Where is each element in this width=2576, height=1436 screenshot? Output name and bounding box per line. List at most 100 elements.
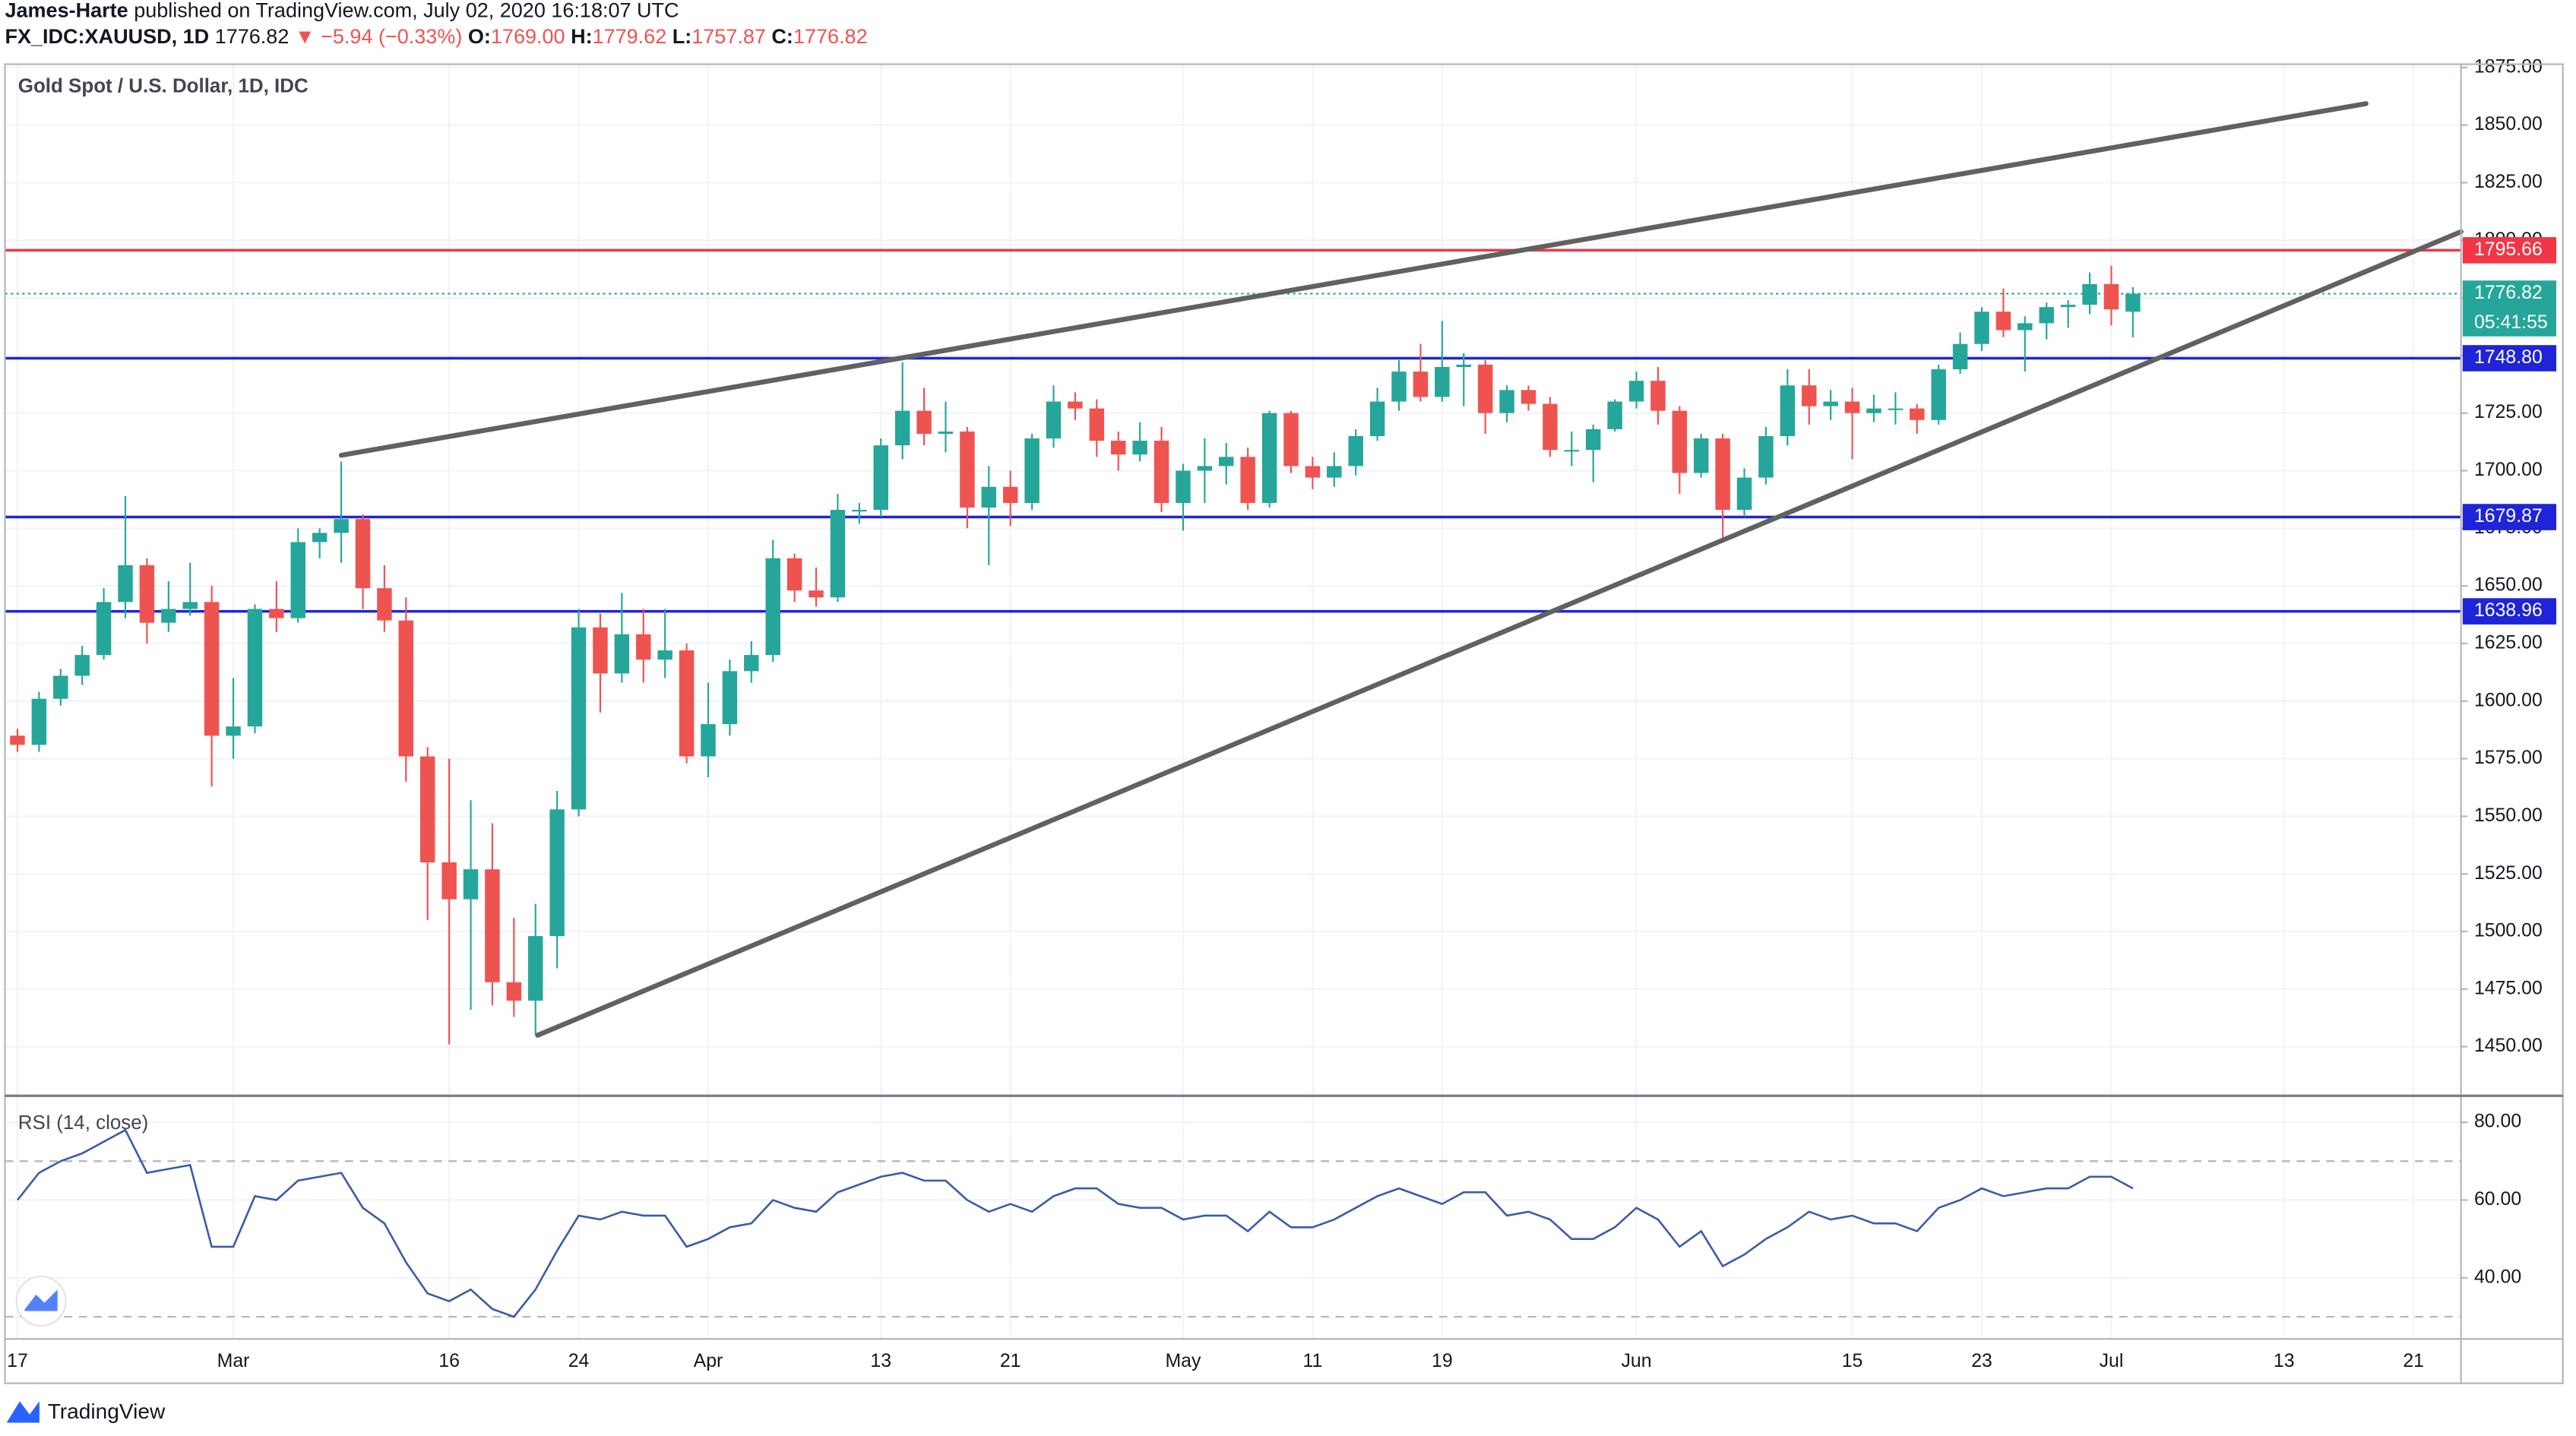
candle-body	[485, 869, 500, 982]
rsi-line	[16, 1128, 2134, 1318]
candle-body	[1154, 441, 1169, 503]
ohlc-label: O:	[468, 25, 491, 48]
x-tick-label: 15	[1842, 1350, 1863, 1371]
candle-body	[528, 936, 543, 1001]
candle-body	[593, 627, 608, 674]
candle-body	[1240, 457, 1255, 503]
candle-body	[247, 609, 263, 727]
y-tick-label: 1700.00	[2474, 459, 2543, 480]
y-tick-label: 1450.00	[2474, 1035, 2543, 1056]
symbol: FX_IDC:XAUUSD, 1D	[5, 25, 209, 48]
candle-body	[1650, 381, 1666, 411]
candle-body	[2125, 293, 2141, 312]
candle-body	[1046, 401, 1062, 439]
ohlc-label: L:	[672, 25, 691, 48]
candle-body	[269, 609, 284, 618]
candle-body	[53, 675, 68, 699]
candle-body	[204, 602, 220, 736]
candle-body	[31, 698, 47, 745]
candle-body	[1995, 312, 2011, 331]
ohlc-label: C:	[771, 25, 793, 48]
candle-body	[809, 590, 824, 598]
candle-body	[1564, 450, 1580, 452]
candle-body	[1176, 470, 1191, 503]
candle-body	[312, 533, 328, 542]
candle-body	[182, 602, 198, 609]
candle-body	[1477, 364, 1493, 413]
candle-body	[1693, 438, 1709, 473]
x-tick-label: Apr	[694, 1350, 723, 1371]
candle-body	[1456, 364, 1471, 368]
candle-body	[2082, 283, 2097, 305]
candle-body	[1499, 390, 1514, 413]
candle-body	[118, 565, 133, 603]
candle-body	[571, 627, 587, 810]
countdown-label: 05:41:55	[2474, 312, 2548, 333]
candle-body	[334, 519, 349, 533]
candle-body	[96, 602, 112, 656]
candle-body	[786, 558, 802, 591]
trend-line	[535, 229, 2464, 1038]
ohlc-value: 1779.62	[593, 25, 667, 48]
rsi-tick-label: 80.00	[2474, 1111, 2521, 1132]
candle-body	[1715, 438, 1730, 511]
rsi-title: RSI (14, close)	[18, 1112, 149, 1134]
candle-body	[1758, 436, 1774, 478]
x-tick-label: Jul	[2100, 1350, 2124, 1371]
level-label: 1679.87	[2474, 505, 2543, 527]
candle-body	[2060, 305, 2076, 308]
candle-body	[1132, 441, 1147, 455]
published: published on TradingView.com, July 02, 2…	[134, 0, 679, 21]
y-tick-label: 1550.00	[2474, 805, 2543, 826]
ohlc-value: 1757.87	[691, 25, 766, 48]
candle-body	[916, 410, 932, 434]
candle-body	[1628, 381, 1644, 402]
candle-body	[1219, 457, 1234, 467]
candle-body	[1521, 390, 1536, 404]
candle-body	[938, 431, 954, 434]
x-tick-label: 19	[1432, 1350, 1453, 1371]
candle-body	[1952, 343, 1968, 370]
last-price: 1776.82	[215, 25, 290, 48]
x-tick-label: 21	[1000, 1350, 1021, 1371]
candle-body	[1261, 413, 1277, 503]
x-tick-label: May	[1165, 1350, 1201, 1371]
candle-body	[139, 565, 155, 623]
change: ▼ −5.94 (−0.33%)	[295, 25, 462, 48]
ohlc-label: H:	[571, 25, 593, 48]
candle-body	[1780, 385, 1796, 437]
candle-body	[1607, 401, 1622, 429]
candle-body	[441, 862, 457, 900]
candle-body	[636, 634, 651, 660]
candle-body	[1002, 486, 1018, 503]
level-label-box	[2462, 598, 2557, 625]
candle-body	[701, 724, 716, 757]
candle-body	[1068, 401, 1083, 409]
candle-body	[1111, 441, 1126, 455]
candle-body	[290, 542, 305, 618]
candle-body	[1866, 408, 1881, 413]
candle-body	[981, 486, 997, 508]
candle-body	[1931, 369, 1946, 420]
ohlc-value: 1769.00	[491, 25, 565, 48]
candle-body	[1348, 436, 1363, 467]
x-tick-label: Mar	[217, 1350, 250, 1371]
candle-body	[894, 410, 910, 446]
level-label-box	[2462, 345, 2557, 372]
candle-body	[1391, 372, 1407, 402]
tv-badge	[15, 1275, 67, 1327]
candle-body	[226, 726, 241, 736]
candle-body	[744, 655, 759, 672]
x-tick-label: 17	[7, 1350, 28, 1371]
candle-body	[852, 510, 867, 512]
candle-body	[1736, 477, 1752, 511]
candle-body	[355, 519, 371, 589]
candle-body	[1283, 413, 1299, 467]
rsi-tick-label: 60.00	[2474, 1188, 2521, 1210]
plot-area: 17 Mar 16 24 Apr 13 21 May 11 19 Jun 15 23 Jul 13 21 145…	[5, 55, 2557, 1371]
author: James-Harte	[5, 0, 128, 21]
candle-body	[1543, 403, 1558, 451]
y-tick-label: 1575.00	[2474, 747, 2543, 768]
candle-body	[1305, 466, 1321, 478]
y-tick-label: 1500.00	[2474, 920, 2543, 941]
